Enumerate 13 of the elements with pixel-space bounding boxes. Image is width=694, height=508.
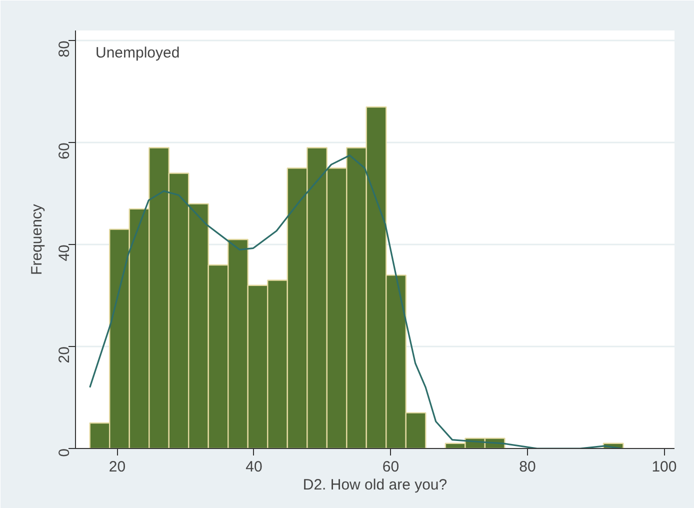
y-tick-label: 60 — [56, 142, 73, 160]
annotation: Unemployed — [96, 44, 180, 62]
x-tick-label: 60 — [382, 458, 400, 476]
x-tick-label: 40 — [246, 458, 262, 476]
x-tick-label: 100 — [652, 458, 677, 476]
y-tick-label: 0 — [56, 448, 73, 457]
x-tick-label: 80 — [519, 458, 536, 476]
y-axis-title: Frequency — [28, 204, 46, 275]
y-tick-label: 40 — [56, 244, 73, 262]
y-tick-label: 80 — [56, 40, 73, 58]
x-tick-label: 20 — [108, 458, 126, 476]
x-axis-title: D2. How old are you? — [302, 476, 448, 494]
y-tick-label: 20 — [56, 346, 73, 364]
